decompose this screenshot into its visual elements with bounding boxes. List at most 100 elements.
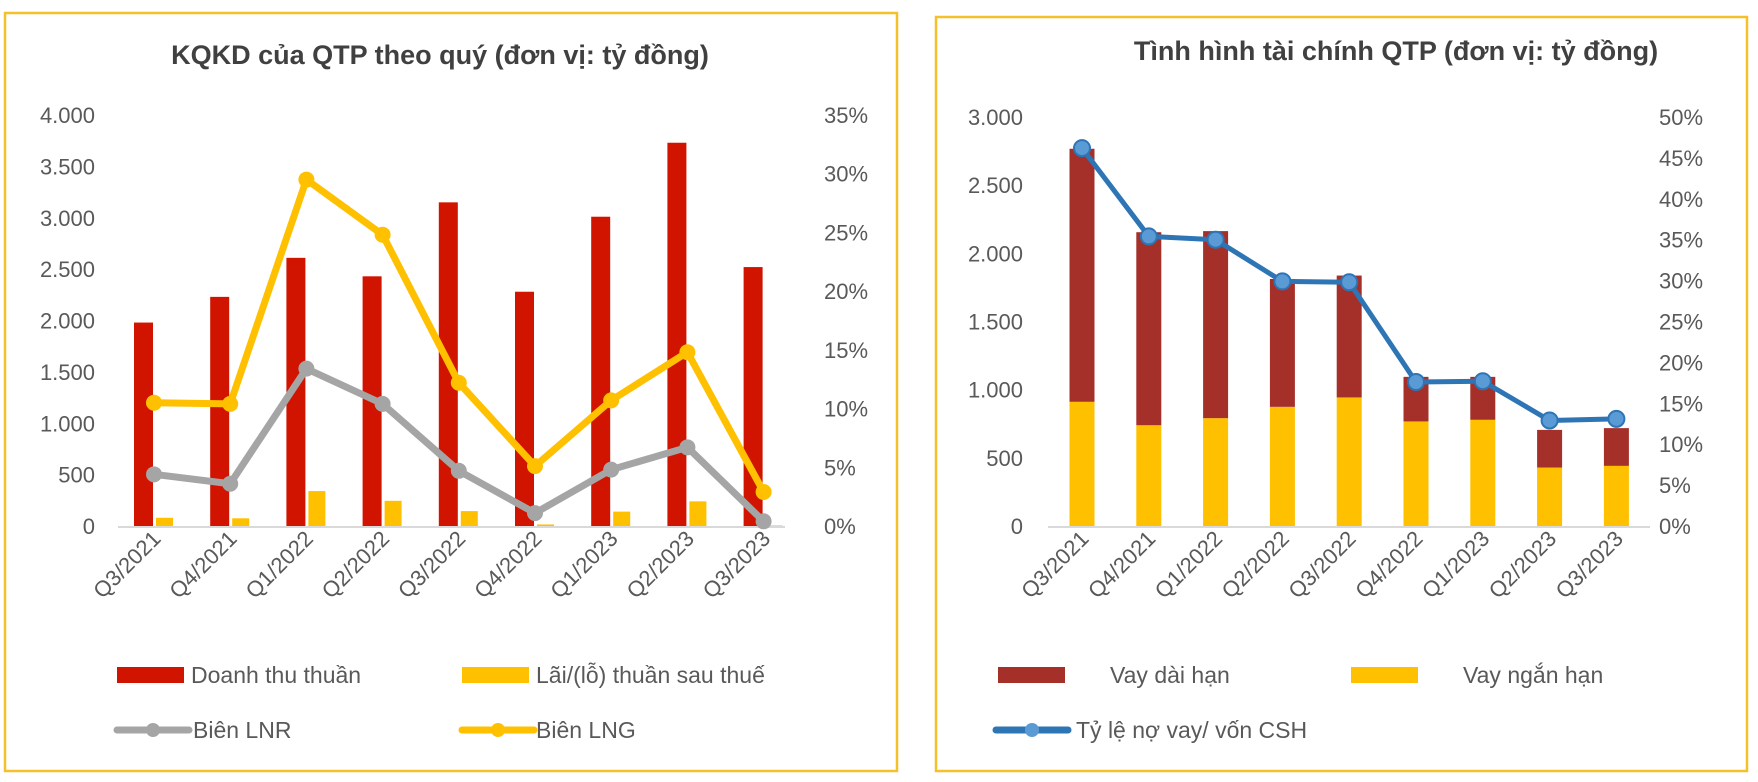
right-axis-tick-label: 15% <box>824 338 868 363</box>
bar-net-profit <box>613 511 631 526</box>
right-axis-tick-label: 50% <box>1659 105 1703 130</box>
right-axis-tick-label: 25% <box>1659 310 1703 335</box>
left-axis-tick-label: 2.500 <box>968 173 1023 198</box>
line-point <box>527 505 543 522</box>
bar-long-term-loan <box>1269 278 1295 407</box>
legend-label: Biên LNR <box>193 717 291 743</box>
right-chart-frame <box>934 15 1749 773</box>
line-point <box>222 475 239 492</box>
x-axis-label: Q2/2023 <box>1484 526 1561 603</box>
line-point <box>374 226 391 243</box>
line-point <box>298 360 315 377</box>
left-axis-tick-label: 2.000 <box>40 309 95 334</box>
bar-short-term-loan <box>1136 425 1162 526</box>
legend-marker <box>491 723 505 737</box>
bar-net-profit <box>460 511 478 526</box>
right-axis-tick-label: 0% <box>1659 514 1691 539</box>
line-point <box>1206 230 1225 249</box>
right-axis-tick-label: 35% <box>1659 228 1703 253</box>
right-axis-tick-label: 45% <box>1659 146 1703 171</box>
line-point <box>1073 139 1091 158</box>
legend-label: Biên LNG <box>536 717 636 743</box>
x-axis-label: Q1/2023 <box>1417 526 1494 603</box>
bar-short-term-loan <box>1336 397 1362 526</box>
left-axis-tick-label: 3.000 <box>968 105 1023 130</box>
legend-label: Doanh thu thuần <box>191 662 361 688</box>
x-axis-label: Q4/2021 <box>1083 526 1160 603</box>
bar-long-term-loan <box>1203 231 1229 419</box>
right-axis-tick-label: 0% <box>824 514 856 539</box>
left-chart-title: KQKD của QTP theo quý (đơn vị: tỷ đồng) <box>171 40 709 70</box>
left-chart-frame <box>3 11 899 773</box>
line-point <box>374 395 391 412</box>
left-axis-tick-label: 500 <box>58 463 95 488</box>
right-chart-title: Tình hình tài chính QTP (đơn vị: tỷ đồng… <box>1134 36 1658 66</box>
left-axis-tick-label: 0 <box>83 514 95 539</box>
line-point <box>679 344 696 361</box>
legend-swatch <box>462 667 529 683</box>
right-axis-tick-label: 20% <box>824 279 868 304</box>
x-axis-label: Q4/2021 <box>164 526 241 603</box>
right-axis-tick-label: 5% <box>824 455 856 480</box>
line-point <box>1139 227 1158 246</box>
bar-long-term-loan <box>1136 232 1162 426</box>
line-point <box>755 483 772 500</box>
bar-revenue <box>591 216 611 526</box>
line-point <box>755 513 772 530</box>
x-axis-label: Q3/2023 <box>1551 526 1628 603</box>
right-axis-tick-label: 10% <box>824 397 868 422</box>
line-point <box>603 461 620 478</box>
left-axis-tick-label: 4.000 <box>40 103 95 128</box>
bar-short-term-loan <box>1403 421 1429 526</box>
x-axis-label: Q2/2022 <box>317 526 394 603</box>
right-axis-tick-label: 5% <box>1659 473 1691 498</box>
legend-label: Tỷ lệ nợ vay/ vốn CSH <box>1076 717 1307 743</box>
bar-short-term-loan <box>1537 467 1563 526</box>
right-axis-tick-label: 10% <box>1659 432 1703 457</box>
bar-revenue <box>286 257 306 526</box>
legend-label: Vay dài hạn <box>1110 662 1230 688</box>
legend-label: Vay ngắn hạn <box>1463 662 1603 688</box>
line-point <box>1607 409 1626 428</box>
bar-revenue <box>210 296 230 526</box>
bar-net-profit <box>308 491 326 526</box>
bar-net-profit <box>232 518 250 526</box>
line-point <box>1540 411 1559 430</box>
bar-short-term-loan <box>1269 406 1295 526</box>
left-axis-tick-label: 1.000 <box>40 411 95 436</box>
right-chart: 0 500 1.000 1.500 2.000 2.500 3.000 0% 5% 10% 15% 2… <box>968 105 1703 743</box>
left-axis-tick-label: 0 <box>1011 514 1023 539</box>
right-axis-tick-label: 30% <box>1659 269 1703 294</box>
right-axis-tick-label: 40% <box>1659 187 1703 212</box>
legend-swatch <box>117 667 184 683</box>
line-point <box>603 392 620 409</box>
line-point <box>450 462 467 479</box>
bar-net-profit <box>537 524 554 526</box>
bar-short-term-loan <box>1203 418 1229 526</box>
x-axis-label: Q4/2022 <box>469 526 546 603</box>
x-axis-label: Q3/2022 <box>1283 526 1360 603</box>
line-point <box>146 466 162 483</box>
bar-net-profit <box>689 501 707 526</box>
line-point <box>298 171 315 188</box>
left-axis-tick-label: 1.500 <box>968 310 1023 335</box>
left-axis-tick-label: 2.000 <box>968 241 1023 266</box>
bar-net-profit <box>384 500 402 526</box>
x-axis-label: Q4/2022 <box>1350 526 1427 603</box>
left-chart: 0 500 1.000 1.500 2.000 2.500 3.000 3.500 4.000 0… <box>40 103 868 743</box>
legend-swatch <box>1351 667 1418 683</box>
line-point <box>146 394 162 411</box>
bar-long-term-loan <box>1603 428 1629 466</box>
bar-net-profit <box>156 517 173 526</box>
bar-short-term-loan <box>1603 465 1629 526</box>
x-axis-label: Q1/2023 <box>545 526 622 603</box>
line-point <box>1473 372 1492 391</box>
x-axis-label: Q1/2022 <box>1150 526 1227 603</box>
bar-revenue <box>667 142 687 526</box>
x-axis-label: Q1/2022 <box>241 526 318 603</box>
x-axis-label: Q3/2023 <box>698 526 775 603</box>
bar-net-profit <box>765 525 783 526</box>
legend-marker <box>146 723 160 737</box>
right-axis-tick-label: 20% <box>1659 350 1703 375</box>
